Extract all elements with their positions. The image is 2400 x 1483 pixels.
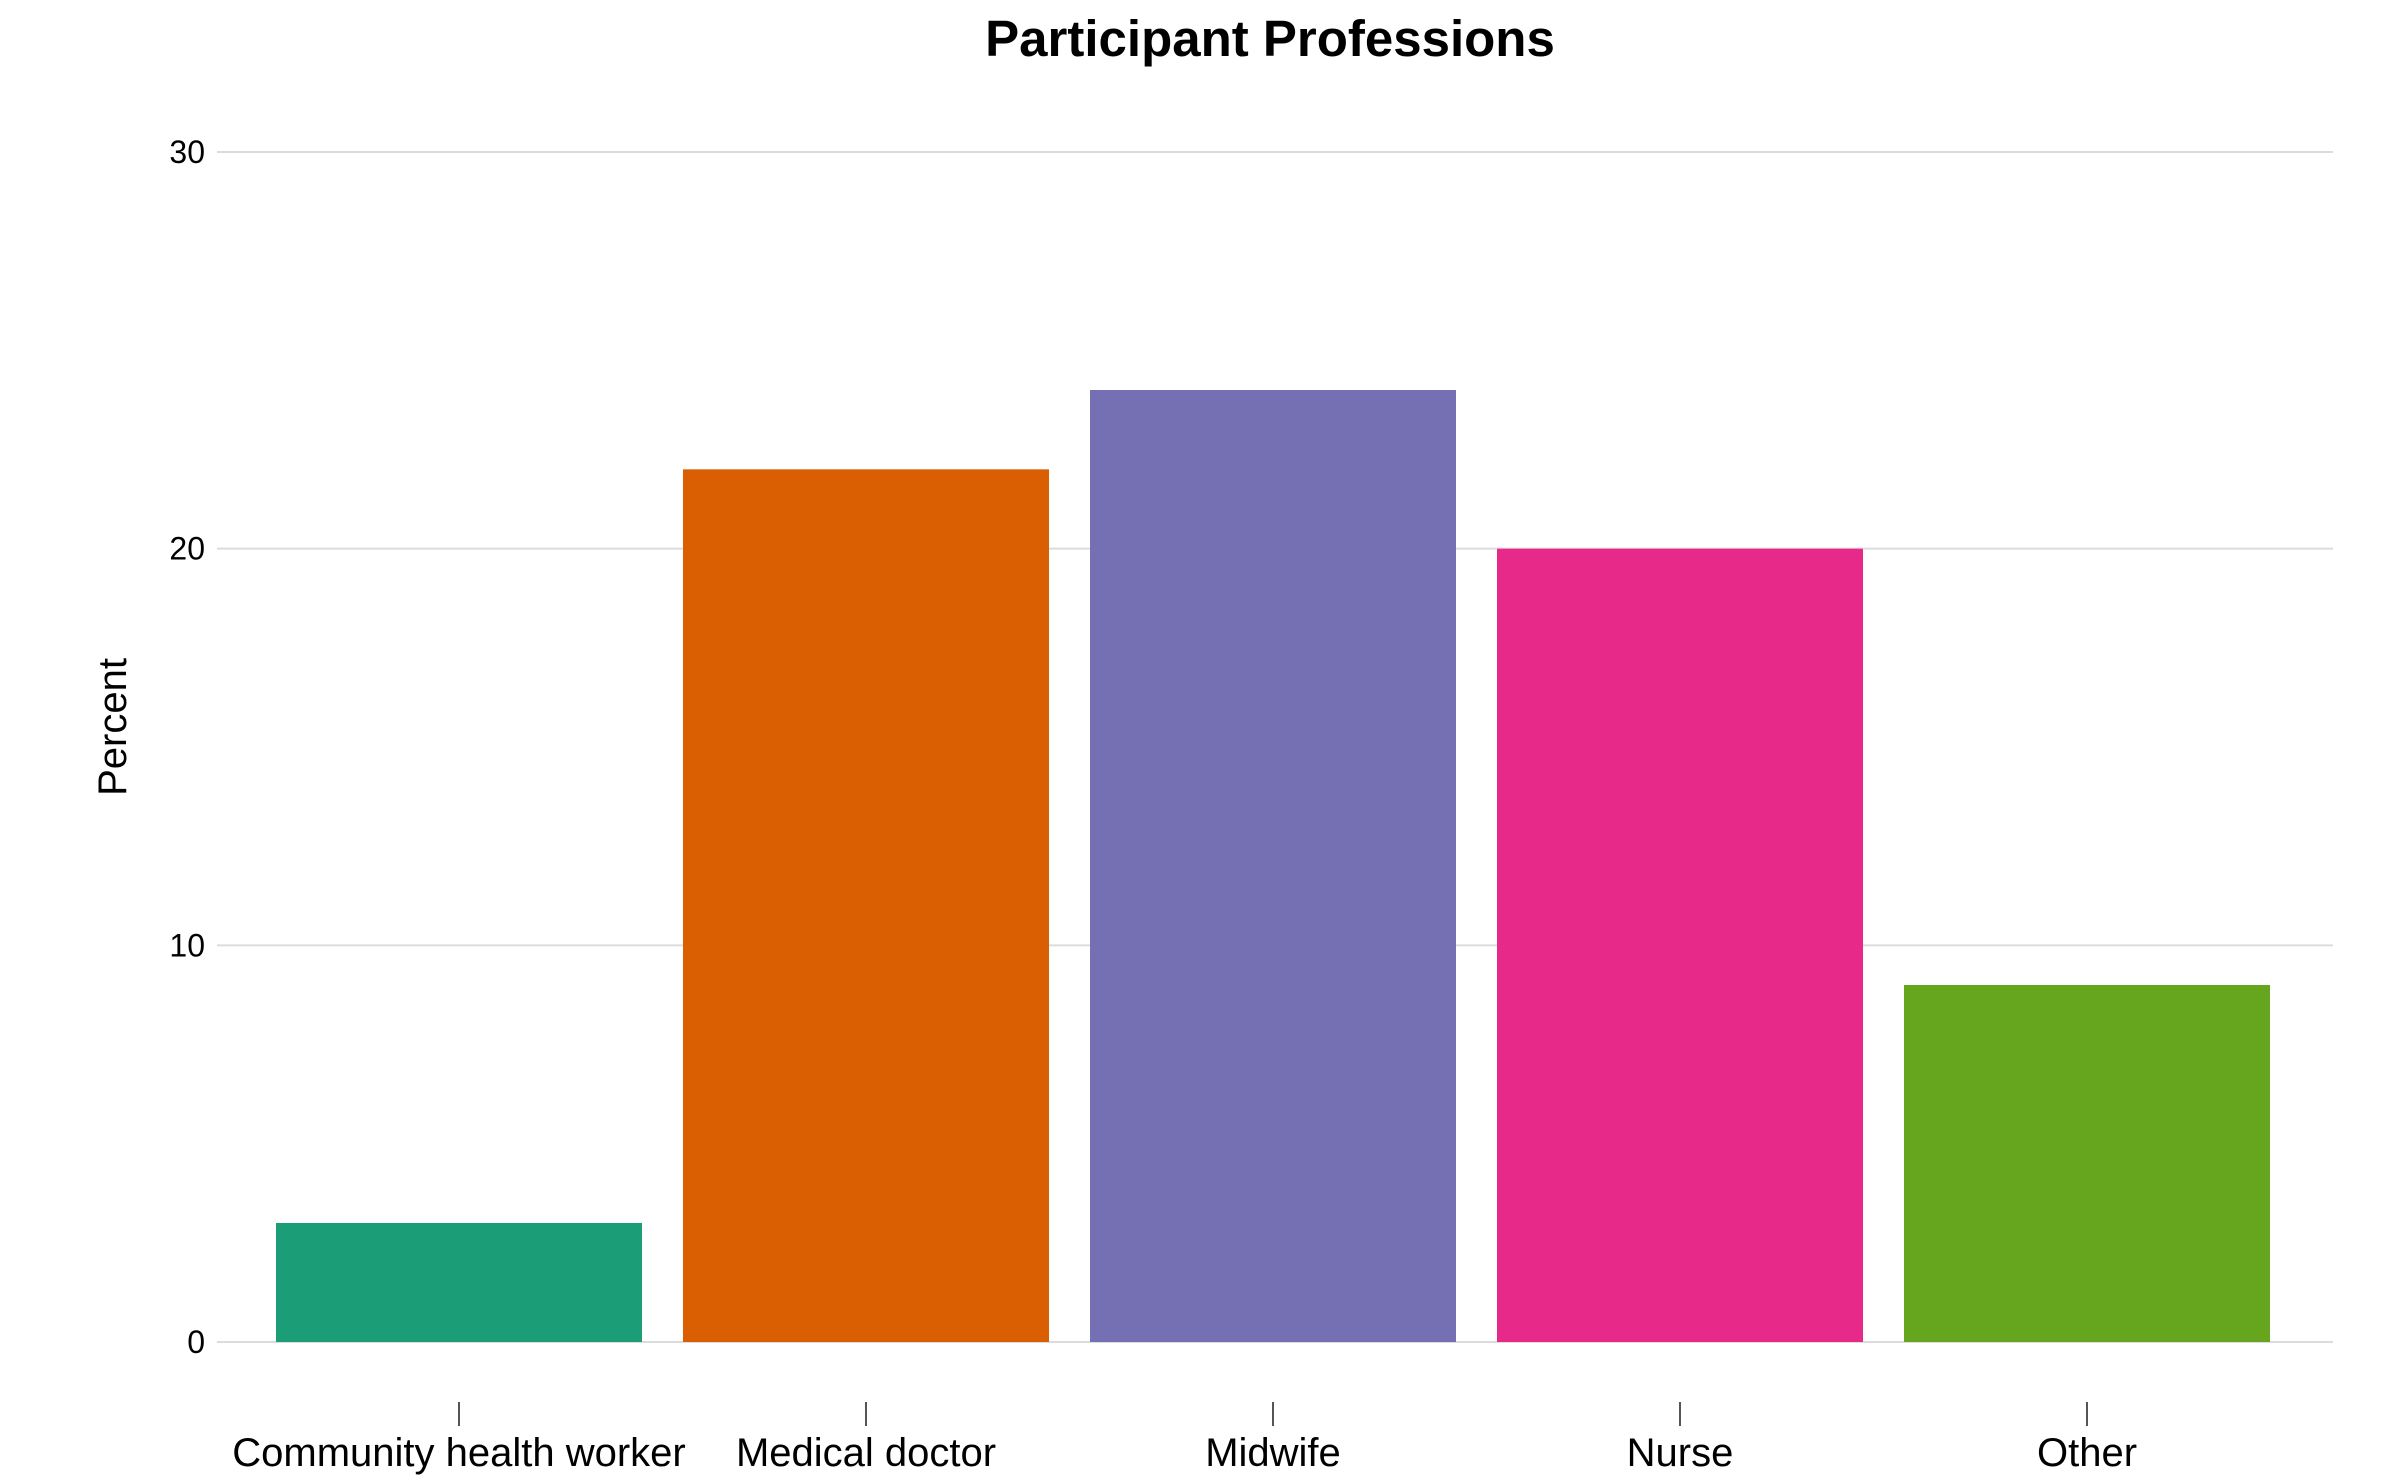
bar-other <box>1904 985 2270 1342</box>
y-tick-label: 10 <box>169 927 205 963</box>
bars <box>276 390 2270 1342</box>
y-tick-label: 20 <box>169 531 205 567</box>
x-tick-label: Midwife <box>1205 1431 1341 1475</box>
bar-medical-doctor <box>683 469 1049 1342</box>
x-tick-label: Community health worker <box>232 1431 686 1475</box>
y-tick-label: 30 <box>169 134 205 170</box>
x-tick-label: Other <box>2037 1431 2137 1475</box>
y-tick-label: 0 <box>187 1324 205 1360</box>
x-tick-label: Nurse <box>1627 1431 1734 1475</box>
bar-community-health-worker <box>276 1223 642 1342</box>
bar-midwife <box>1090 390 1456 1342</box>
x-tick-label: Medical doctor <box>736 1431 996 1475</box>
chart-title: Participant Professions <box>985 10 1555 67</box>
x-axis-ticks: Community health worker Medical doctor Mid… <box>232 1402 2137 1475</box>
y-axis-ticks: 0 10 20 30 <box>169 134 205 1360</box>
y-axis-label: Percent <box>91 658 135 796</box>
bar-nurse <box>1497 548 1863 1342</box>
